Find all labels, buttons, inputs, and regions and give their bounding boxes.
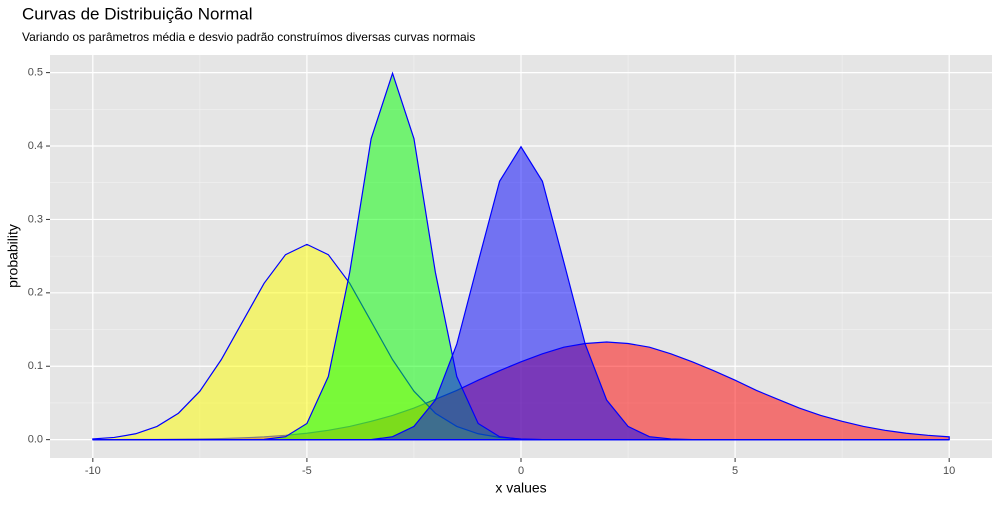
areas: [92, 71, 950, 441]
area: [92, 145, 950, 441]
y-tick-label: 0.2: [28, 287, 43, 299]
x-tick-label: -10: [85, 465, 101, 477]
y-axis-label: probability: [5, 224, 21, 288]
y-tick-label: 0.0: [28, 434, 43, 446]
y-tick-label: 0.3: [28, 213, 43, 225]
chart-subtitle: Variando os parâmetros média e desvio pa…: [22, 30, 475, 44]
y-tick-label: 0.5: [28, 67, 43, 79]
x-tick-label: -5: [302, 465, 312, 477]
x-tick-label: 0: [518, 465, 524, 477]
x-tick-label: 5: [732, 465, 738, 477]
x-axis-label: x values: [495, 480, 546, 496]
y-tick-label: 0.4: [28, 140, 43, 152]
chart-title: Curvas de Distribuição Normal: [22, 4, 253, 23]
x-tick-label: 10: [943, 465, 955, 477]
y-tick-label: 0.1: [28, 360, 43, 372]
